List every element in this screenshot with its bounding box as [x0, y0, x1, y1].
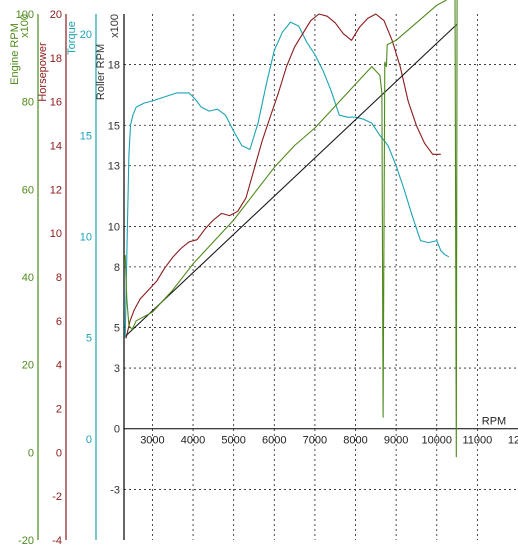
- axis-title-torque: Torque: [66, 21, 78, 55]
- grid-lines: [124, 14, 518, 540]
- series-line-horsepower: [125, 13, 441, 339]
- x-tick-label-12: 12: [508, 435, 518, 447]
- tick-label-roller_rpm-13: 13: [108, 161, 120, 173]
- tick-label-horsepower-10: 10: [50, 228, 62, 240]
- tick-label-engine_rpm-60: 60: [22, 184, 34, 196]
- tick-label-horsepower-16: 16: [50, 97, 62, 109]
- tick-label-horsepower--2: -2: [52, 491, 62, 503]
- tick-label-engine_rpm-100: 100: [16, 9, 34, 21]
- axis-title-horsepower: Horsepower: [37, 42, 49, 102]
- x-tick-label-6000: 6000: [262, 435, 286, 447]
- x-tick-label-7000: 7000: [303, 435, 327, 447]
- tick-label-roller_rpm--3: -3: [110, 484, 120, 496]
- series-line-torque: [124, 21, 450, 338]
- x-tick-label-5000: 5000: [221, 435, 245, 447]
- tick-label-horsepower-14: 14: [50, 141, 62, 153]
- tick-label-engine_rpm--20: -20: [18, 535, 34, 544]
- x-tick-label-9000: 9000: [384, 435, 408, 447]
- tick-label-roller_rpm-5: 5: [114, 323, 120, 335]
- tick-label-horsepower-4: 4: [56, 360, 62, 372]
- x-tick-label-11000: 11000: [462, 435, 492, 447]
- axis-unit-engine_rpm: x100: [19, 14, 31, 38]
- tick-label-horsepower-18: 18: [50, 53, 62, 65]
- x-tick-label-3000: 3000: [140, 435, 164, 447]
- tick-label-roller_rpm-15: 15: [108, 120, 120, 132]
- x-tick-label-10000: 10000: [421, 435, 452, 447]
- x-tick-label-4000: 4000: [181, 435, 205, 447]
- tick-label-roller_rpm-18: 18: [108, 60, 120, 72]
- tick-label-horsepower-12: 12: [50, 184, 62, 196]
- tick-label-torque-20: 20: [80, 29, 92, 41]
- tick-label-horsepower-20: 20: [50, 9, 62, 21]
- axis-title-roller_rpm: Roller RPM: [95, 44, 107, 100]
- tick-label-roller_rpm-3: 3: [114, 363, 120, 375]
- tick-label-roller_rpm-10: 10: [108, 221, 120, 233]
- tick-label-horsepower-2: 2: [56, 404, 62, 416]
- tick-label-horsepower-8: 8: [56, 272, 62, 284]
- x-axis: 3000 4000 5000 6000 7000 8000 9000 10000 11000 12…: [124, 416, 518, 447]
- tick-label-torque-10: 10: [80, 232, 92, 244]
- tick-label-torque-15: 15: [80, 130, 92, 142]
- axis-unit-roller_rpm: x100: [109, 14, 121, 38]
- tick-label-engine_rpm-40: 40: [22, 272, 34, 284]
- series-line-engine_rpm: [124, 0, 458, 458]
- tick-label-engine_rpm-20: 20: [22, 360, 34, 372]
- tick-label-torque-0: 0: [86, 434, 92, 446]
- tick-label-engine_rpm-80: 80: [22, 97, 34, 109]
- tick-label-roller_rpm-0: 0: [114, 424, 120, 436]
- tick-label-roller_rpm-8: 8: [114, 262, 120, 274]
- axis-title-engine_rpm: Engine RPM: [9, 23, 21, 85]
- tick-label-horsepower--4: -4: [52, 535, 62, 544]
- x-axis-title: RPM: [482, 416, 506, 428]
- tick-label-horsepower-6: 6: [56, 316, 62, 328]
- series-layer: [124, 0, 458, 458]
- axis-torque: 20 15 10 5 0 Torque: [66, 14, 97, 540]
- tick-label-torque-5: 5: [86, 333, 92, 345]
- tick-label-horsepower-0: 0: [56, 447, 62, 459]
- series-line-roller_rpm: [125, 23, 458, 337]
- tick-label-engine_rpm-0: 0: [28, 447, 34, 459]
- x-tick-label-8000: 8000: [343, 435, 367, 447]
